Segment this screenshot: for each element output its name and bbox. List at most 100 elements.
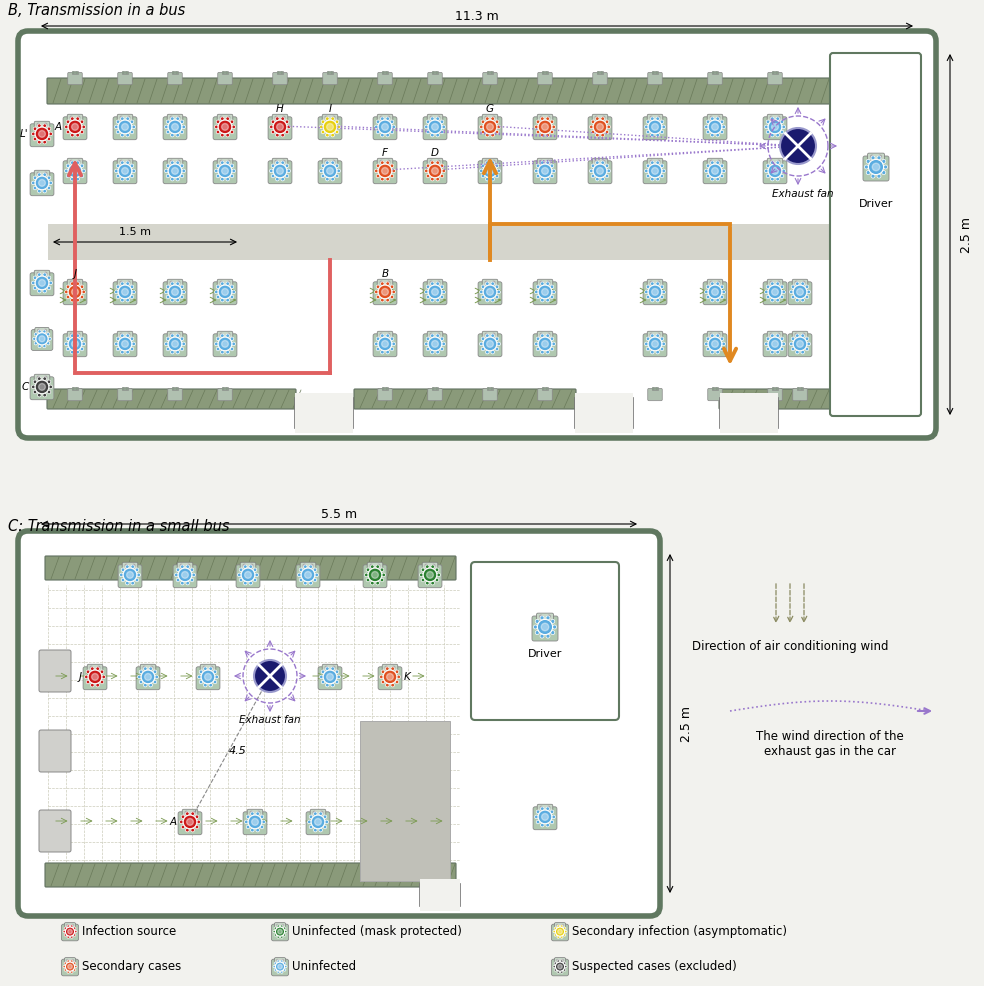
Circle shape — [68, 286, 82, 300]
Circle shape — [310, 565, 313, 567]
Circle shape — [546, 73, 547, 74]
Circle shape — [707, 121, 709, 124]
Circle shape — [554, 969, 557, 971]
Circle shape — [170, 334, 174, 338]
Circle shape — [43, 290, 46, 294]
Circle shape — [716, 388, 717, 390]
Circle shape — [168, 165, 182, 178]
Circle shape — [255, 574, 259, 577]
Circle shape — [708, 121, 722, 135]
FancyBboxPatch shape — [45, 863, 456, 887]
Circle shape — [765, 291, 769, 295]
Circle shape — [877, 157, 881, 161]
Circle shape — [557, 960, 560, 962]
FancyBboxPatch shape — [67, 280, 83, 287]
Circle shape — [170, 178, 174, 181]
Circle shape — [378, 286, 392, 300]
Circle shape — [180, 131, 184, 135]
Circle shape — [481, 175, 485, 178]
Circle shape — [43, 273, 46, 277]
Circle shape — [386, 162, 390, 166]
FancyBboxPatch shape — [378, 389, 393, 401]
Circle shape — [722, 170, 725, 174]
Bar — [48, 225, 848, 260]
Circle shape — [488, 388, 489, 390]
Circle shape — [486, 289, 493, 296]
Text: 2.5 m: 2.5 m — [960, 217, 973, 253]
Bar — [542, 388, 548, 390]
FancyBboxPatch shape — [118, 565, 142, 588]
FancyBboxPatch shape — [533, 807, 557, 830]
Circle shape — [380, 569, 384, 572]
Circle shape — [277, 930, 282, 934]
Circle shape — [120, 161, 123, 164]
Circle shape — [391, 296, 394, 300]
Circle shape — [218, 165, 232, 178]
Circle shape — [31, 386, 35, 389]
Circle shape — [122, 169, 129, 176]
Circle shape — [386, 388, 388, 390]
Circle shape — [272, 165, 275, 169]
Circle shape — [536, 121, 540, 124]
Circle shape — [31, 282, 35, 285]
Circle shape — [76, 299, 80, 303]
Circle shape — [660, 348, 664, 351]
Circle shape — [777, 282, 780, 285]
Circle shape — [479, 343, 483, 346]
Circle shape — [132, 170, 136, 174]
Text: L': L' — [20, 129, 29, 139]
Bar — [651, 388, 658, 390]
Circle shape — [376, 165, 380, 169]
Circle shape — [216, 296, 219, 300]
Circle shape — [174, 574, 178, 577]
Circle shape — [68, 165, 82, 178]
Circle shape — [336, 670, 338, 674]
Circle shape — [95, 683, 99, 687]
Circle shape — [64, 934, 67, 937]
FancyBboxPatch shape — [196, 668, 219, 690]
Circle shape — [656, 351, 659, 355]
FancyBboxPatch shape — [47, 389, 296, 409]
Circle shape — [132, 565, 135, 567]
Circle shape — [589, 126, 593, 129]
Circle shape — [314, 812, 317, 815]
Circle shape — [386, 668, 389, 670]
FancyBboxPatch shape — [482, 280, 498, 287]
Circle shape — [123, 388, 124, 390]
Circle shape — [285, 165, 288, 169]
Circle shape — [74, 934, 76, 937]
Circle shape — [705, 343, 708, 346]
FancyBboxPatch shape — [68, 73, 83, 86]
Circle shape — [336, 131, 338, 135]
Circle shape — [491, 388, 492, 390]
Circle shape — [650, 282, 652, 285]
FancyBboxPatch shape — [537, 389, 552, 401]
Circle shape — [432, 289, 439, 296]
Circle shape — [767, 121, 769, 124]
Circle shape — [220, 299, 224, 303]
Circle shape — [431, 334, 434, 338]
FancyBboxPatch shape — [647, 280, 663, 287]
Circle shape — [333, 117, 335, 119]
Bar — [221, 72, 228, 75]
Text: H: H — [277, 105, 283, 114]
Circle shape — [425, 582, 429, 586]
Circle shape — [550, 820, 554, 824]
Circle shape — [220, 178, 224, 181]
FancyBboxPatch shape — [318, 668, 341, 690]
Circle shape — [176, 579, 180, 582]
Circle shape — [651, 124, 658, 131]
Circle shape — [602, 161, 605, 164]
Circle shape — [281, 959, 283, 961]
Circle shape — [424, 126, 428, 129]
Circle shape — [237, 574, 241, 577]
FancyBboxPatch shape — [707, 389, 722, 401]
Circle shape — [716, 299, 719, 303]
Circle shape — [331, 178, 335, 181]
Circle shape — [170, 351, 174, 355]
Circle shape — [716, 162, 719, 166]
Circle shape — [711, 341, 718, 348]
Circle shape — [393, 667, 395, 669]
FancyBboxPatch shape — [471, 562, 619, 720]
Circle shape — [49, 181, 52, 185]
